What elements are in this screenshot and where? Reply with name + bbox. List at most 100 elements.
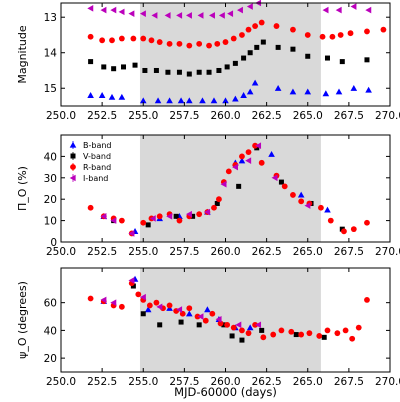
data-point — [230, 324, 237, 331]
shaded-region — [139, 135, 321, 242]
data-point — [196, 40, 203, 47]
data-point — [166, 40, 173, 47]
data-point — [173, 213, 179, 219]
data-point — [245, 26, 252, 33]
data-point — [197, 313, 204, 320]
data-point — [140, 311, 146, 317]
data-point — [151, 12, 158, 19]
legend-marker — [69, 141, 77, 148]
x-tick-label: 257.5 — [169, 110, 199, 122]
x-tick-label: 262.5 — [252, 246, 282, 258]
data-point — [225, 168, 232, 175]
data-point — [166, 97, 173, 104]
data-point — [278, 179, 284, 185]
data-point — [365, 6, 372, 14]
data-point — [186, 42, 193, 49]
data-point — [254, 44, 260, 50]
data-point — [255, 321, 262, 329]
data-point — [304, 202, 311, 209]
data-point — [245, 157, 252, 164]
data-point — [214, 40, 221, 47]
data-point — [210, 97, 218, 104]
data-point — [273, 23, 280, 29]
y-ticks: 20 40 60 — [44, 298, 390, 365]
data-point — [101, 64, 107, 70]
data-point — [237, 6, 243, 14]
data-point — [154, 97, 162, 104]
data-point — [245, 330, 252, 337]
legend-label: V-band — [83, 152, 111, 161]
data-point — [99, 37, 106, 44]
data-point — [235, 321, 242, 329]
x-tick-label: 262.5 — [252, 376, 282, 388]
data-point — [157, 322, 163, 328]
data-point — [350, 84, 358, 91]
data-point — [305, 53, 311, 59]
y-tick-label: 40 — [44, 151, 57, 163]
data-point — [255, 142, 262, 149]
data-point — [318, 204, 324, 211]
y-tick-label: 0 — [50, 237, 57, 249]
data-point — [271, 174, 278, 182]
x-tick-label: 255.0 — [128, 376, 158, 388]
data-point — [87, 33, 94, 40]
data-point — [246, 324, 254, 331]
data-point — [220, 180, 227, 188]
data-point — [364, 296, 370, 303]
data-point — [186, 12, 192, 19]
data-point — [239, 153, 245, 160]
data-point — [206, 42, 212, 49]
y-ticks: 13 14 15 — [44, 12, 390, 95]
data-point — [139, 97, 147, 104]
data-point — [199, 97, 206, 104]
data-point — [130, 35, 137, 42]
data-point — [347, 30, 354, 37]
data-point — [258, 159, 265, 166]
x-tick-label: 255.0 — [128, 110, 158, 122]
data-point — [239, 337, 245, 343]
data-point — [319, 33, 326, 40]
data-point — [118, 217, 125, 224]
data-point — [229, 333, 235, 339]
data-point — [236, 183, 242, 189]
data-point — [260, 334, 267, 341]
data-point — [316, 333, 323, 339]
data-point — [110, 6, 117, 14]
data-point — [186, 210, 192, 218]
data-point — [274, 84, 282, 91]
data-point — [222, 39, 229, 45]
series-i-band — [100, 277, 262, 329]
data-point — [156, 303, 163, 311]
x-tick-label: 265.0 — [293, 376, 323, 388]
data-point — [139, 293, 146, 301]
series-r-band — [87, 280, 370, 342]
x-tick-label: 260.0 — [210, 376, 240, 388]
data-point — [100, 296, 107, 304]
data-point — [165, 69, 171, 75]
y-tick-label: 20 — [44, 194, 57, 206]
legend-label: R-band — [83, 163, 111, 172]
data-point — [110, 299, 117, 306]
data-point — [239, 32, 245, 38]
data-point — [166, 213, 173, 220]
x-ticks: 250.0 252.5 255.0 257.5 260.0 262.5 265.0 267.5… — [46, 268, 400, 388]
data-point — [186, 97, 193, 104]
data-point — [246, 88, 254, 95]
data-point — [339, 59, 345, 65]
series-v-band — [88, 39, 370, 77]
data-point — [335, 88, 343, 95]
data-point — [186, 71, 192, 77]
data-point — [268, 150, 275, 157]
data-point — [288, 328, 295, 335]
panel-3: 250.0 252.5 255.0 257.5 260.0 262.5 265.0 267.5… — [16, 267, 400, 399]
shaded-region — [139, 268, 321, 372]
y-tick-label: 40 — [44, 325, 57, 337]
series-r-band — [87, 142, 370, 237]
data-point — [132, 62, 138, 68]
y-tick-label: 15 — [44, 83, 57, 95]
data-point — [290, 26, 296, 33]
data-point — [258, 19, 265, 26]
data-point — [190, 213, 196, 219]
x-tick-label: 265.0 — [293, 110, 323, 122]
data-point — [153, 299, 160, 306]
